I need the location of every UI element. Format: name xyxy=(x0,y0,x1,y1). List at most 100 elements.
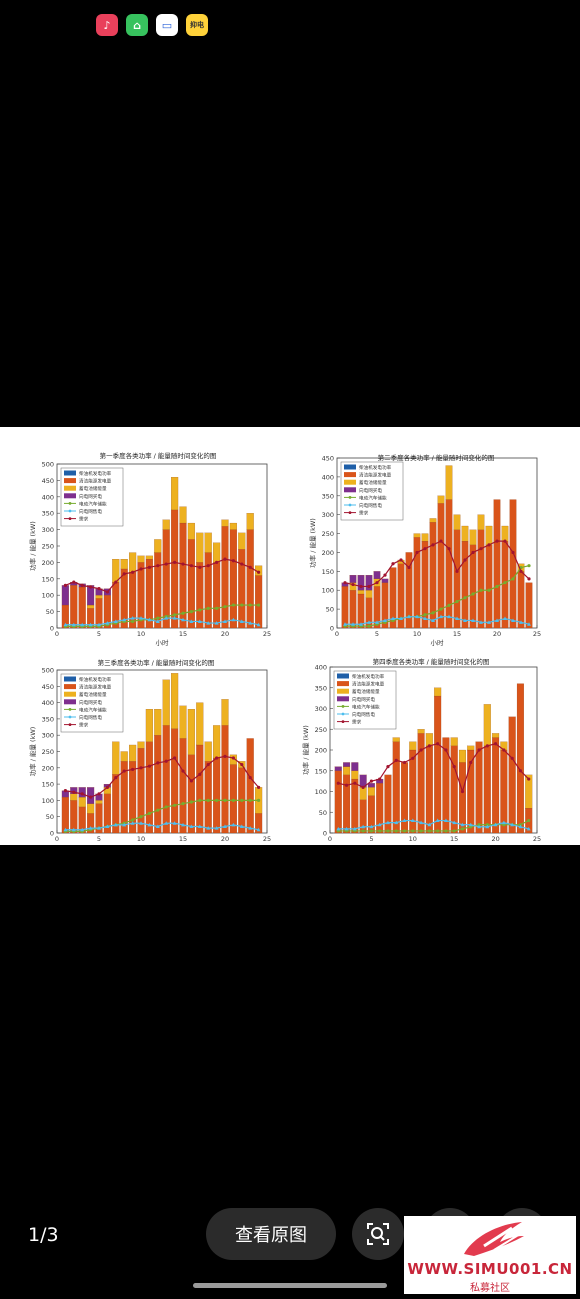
news-app-icon: 抑电 xyxy=(186,14,208,36)
demand-point xyxy=(452,765,456,769)
grid-sale-point xyxy=(248,826,253,830)
wallet-app-icon: ▭ xyxy=(156,14,178,36)
demand-point xyxy=(231,756,235,760)
bar-clean-energy xyxy=(221,725,229,834)
grid-sale-point xyxy=(495,618,499,622)
grid-sale-point xyxy=(181,822,185,827)
bar-battery-storage xyxy=(87,803,95,814)
bar-battery-storage xyxy=(501,525,509,542)
legend-swatch xyxy=(337,673,349,679)
grid-sale-point xyxy=(122,617,127,622)
bar-clean-energy xyxy=(204,552,212,629)
grid-sale-point xyxy=(71,827,76,832)
y-tick-label: 50 xyxy=(319,809,327,817)
bar-clean-energy xyxy=(171,728,179,834)
watermark-emblem-icon xyxy=(464,1222,524,1256)
demand-point xyxy=(436,742,440,746)
ev-storage-point xyxy=(257,603,261,607)
y-tick-label: 300 xyxy=(315,705,327,713)
grid-sale-point xyxy=(427,822,432,827)
legend-swatch xyxy=(64,691,76,697)
grid-sale-point xyxy=(377,822,382,827)
chart-4: 0 50 100 150 200 250 300 350 400 0 5 10 15 20 25 第四季度各类… xyxy=(301,657,541,843)
x-tick-label: 25 xyxy=(263,835,271,843)
bar-battery-storage xyxy=(137,741,145,749)
bar-clean-energy xyxy=(179,738,187,834)
demand-point xyxy=(502,748,506,752)
bar-battery-storage xyxy=(187,709,195,755)
bar-battery-storage xyxy=(467,745,475,751)
ev-storage-point xyxy=(223,605,227,609)
bar-clean-energy xyxy=(187,539,195,629)
y-tick-label: 200 xyxy=(42,559,54,567)
demand-point xyxy=(105,785,109,789)
y-tick-label: 400 xyxy=(315,664,327,672)
demand-point xyxy=(89,585,93,589)
ev-storage-point xyxy=(495,584,499,589)
demand-point xyxy=(419,748,423,752)
demand-point xyxy=(527,777,531,781)
demand-point xyxy=(181,769,185,773)
bar-clean-energy xyxy=(477,529,485,629)
bar-clean-energy xyxy=(70,585,78,629)
demand-point xyxy=(391,562,395,566)
view-original-button[interactable]: 查看原图 xyxy=(206,1208,336,1260)
demand-point xyxy=(503,539,507,543)
bar-clean-energy xyxy=(246,738,254,834)
bar-battery-storage xyxy=(112,559,120,583)
ev-storage-point xyxy=(423,613,427,617)
bar-clean-energy xyxy=(453,529,461,629)
ev-storage-point xyxy=(518,823,523,827)
demand-point xyxy=(164,759,168,763)
ev-storage-point xyxy=(189,610,193,614)
grid-sale-point xyxy=(239,619,244,623)
home-indicator[interactable] xyxy=(193,1283,387,1288)
demand-point xyxy=(439,539,443,543)
demand-point xyxy=(494,742,498,746)
grid-sale-point xyxy=(113,619,118,623)
bar-clean-energy xyxy=(500,749,508,834)
page-counter: 1/3 xyxy=(28,1224,59,1246)
bar-battery-storage xyxy=(129,552,137,573)
y-tick-label: 450 xyxy=(322,455,334,463)
demand-point xyxy=(344,783,349,787)
legend-swatch xyxy=(64,478,76,484)
grid-sale-point xyxy=(197,619,202,623)
bar-clean-energy xyxy=(384,774,392,834)
demand-point xyxy=(257,570,261,574)
x-tick-label: 5 xyxy=(375,630,379,638)
image-search-button[interactable] xyxy=(352,1208,404,1260)
bar-battery-storage xyxy=(179,705,187,739)
legend-swatch xyxy=(344,472,356,478)
demand-point xyxy=(399,558,403,562)
shopping-app-icon: ⌂ xyxy=(126,14,148,36)
ev-storage-point xyxy=(131,818,135,822)
grid-sale-point xyxy=(385,820,390,825)
grid-sale-point xyxy=(391,616,395,621)
ev-storage-point xyxy=(511,577,515,581)
bar-grid-purchase xyxy=(357,575,365,591)
bar-clean-energy xyxy=(461,541,469,629)
ev-storage-point xyxy=(419,829,423,833)
bar-grid-purchase xyxy=(87,585,95,606)
grid-sale-point xyxy=(479,620,483,624)
demand-point xyxy=(369,779,373,783)
watermark-logo: WWW.SIMU001.CN 私募社区 xyxy=(404,1216,576,1294)
grid-sale-point xyxy=(248,621,253,625)
legend-label: 向电网售电 xyxy=(352,711,375,718)
ev-storage-point xyxy=(431,611,435,615)
bar-battery-storage xyxy=(351,770,359,780)
demand-point xyxy=(231,559,235,563)
bar-battery-storage xyxy=(213,725,221,759)
grid-sale-point xyxy=(375,620,379,624)
x-tick-label: 0 xyxy=(335,630,339,638)
y-tick-label: 200 xyxy=(42,764,54,772)
demand-point xyxy=(97,587,101,591)
y-tick-label: 300 xyxy=(42,526,54,534)
ev-storage-point xyxy=(503,581,507,585)
grid-sale-point xyxy=(336,826,341,831)
grid-sale-point xyxy=(164,616,169,620)
bar-battery-storage xyxy=(120,559,128,570)
bar-grid-purchase xyxy=(373,571,381,579)
